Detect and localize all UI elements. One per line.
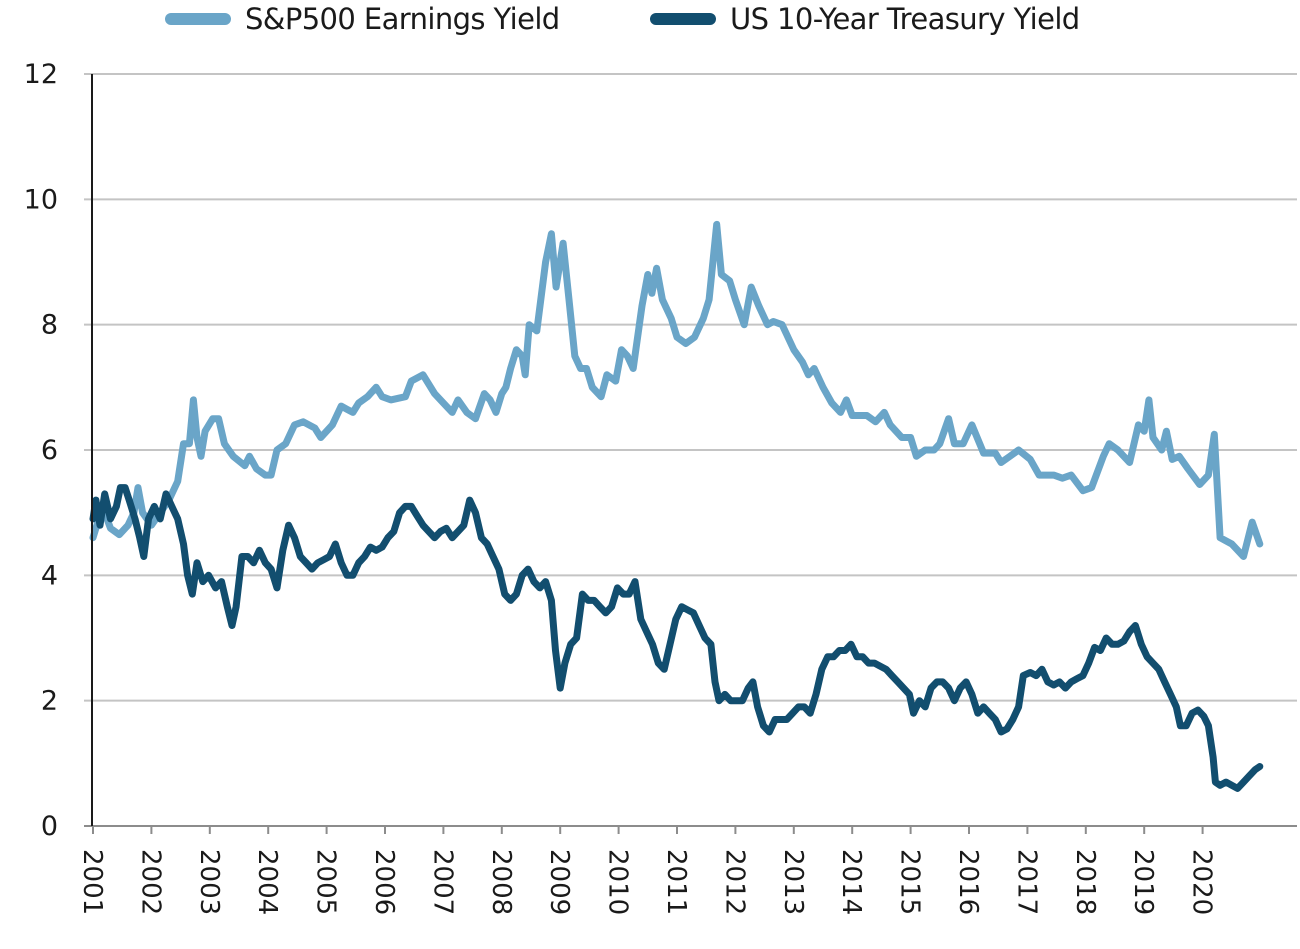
legend-item-treasury: US 10-Year Treasury Yield (650, 2, 1080, 36)
x-tick-label: 2016 (953, 849, 983, 915)
x-tick-label: 2013 (778, 849, 808, 915)
x-tick-label: 2004 (252, 849, 282, 915)
x-tick-label: 2001 (77, 849, 107, 915)
x-tick-label: 2008 (486, 849, 516, 915)
y-tick-label: 0 (41, 811, 58, 842)
y-tick-label: 10 (24, 184, 58, 215)
legend-label-treasury: US 10-Year Treasury Yield (730, 2, 1080, 36)
x-tick-label: 2010 (603, 849, 633, 915)
series-line-us-10y-treasury-yield (89, 484, 1264, 792)
x-tick-label: 2006 (369, 849, 399, 915)
x-tick-label: 2002 (135, 849, 165, 915)
x-tick-label: 2014 (836, 849, 866, 915)
x-tick-label: 2003 (194, 849, 224, 915)
x-tick-label: 2018 (1070, 849, 1100, 915)
y-tick-label: 4 (41, 560, 58, 591)
y-tick-label: 12 (24, 59, 58, 90)
legend-item-sp500: S&P500 Earnings Yield (165, 2, 560, 36)
x-tick-label: 2005 (311, 849, 341, 915)
y-tick-label: 6 (41, 435, 58, 466)
series-line-sp500-earnings-yield (89, 220, 1264, 560)
x-tick-label: 2011 (661, 849, 691, 915)
x-axis-ticks: 2001 2002 2003 2004 2005 2006 2007 2008 2009 2010… (77, 826, 1217, 915)
chart-legend: S&P500 Earnings Yield US 10-Year Treasur… (0, 0, 1300, 44)
y-tick-label: 2 (41, 686, 58, 717)
x-tick-label: 2015 (895, 849, 925, 915)
x-tick-label: 2020 (1187, 849, 1217, 915)
x-tick-label: 2009 (544, 849, 574, 915)
y-axis-ticks: 0 2 4 6 8 10 12 (24, 59, 58, 842)
legend-label-sp500: S&P500 Earnings Yield (245, 2, 560, 36)
legend-swatch-treasury (650, 13, 716, 25)
x-tick-label: 2019 (1128, 849, 1158, 915)
y-tick-label: 8 (41, 310, 58, 341)
x-tick-label: 2017 (1011, 849, 1041, 915)
x-tick-label: 2012 (719, 849, 749, 915)
series-lines (89, 220, 1264, 792)
legend-swatch-sp500 (165, 13, 231, 25)
x-tick-label: 2007 (427, 849, 457, 915)
gridlines (84, 73, 1297, 827)
